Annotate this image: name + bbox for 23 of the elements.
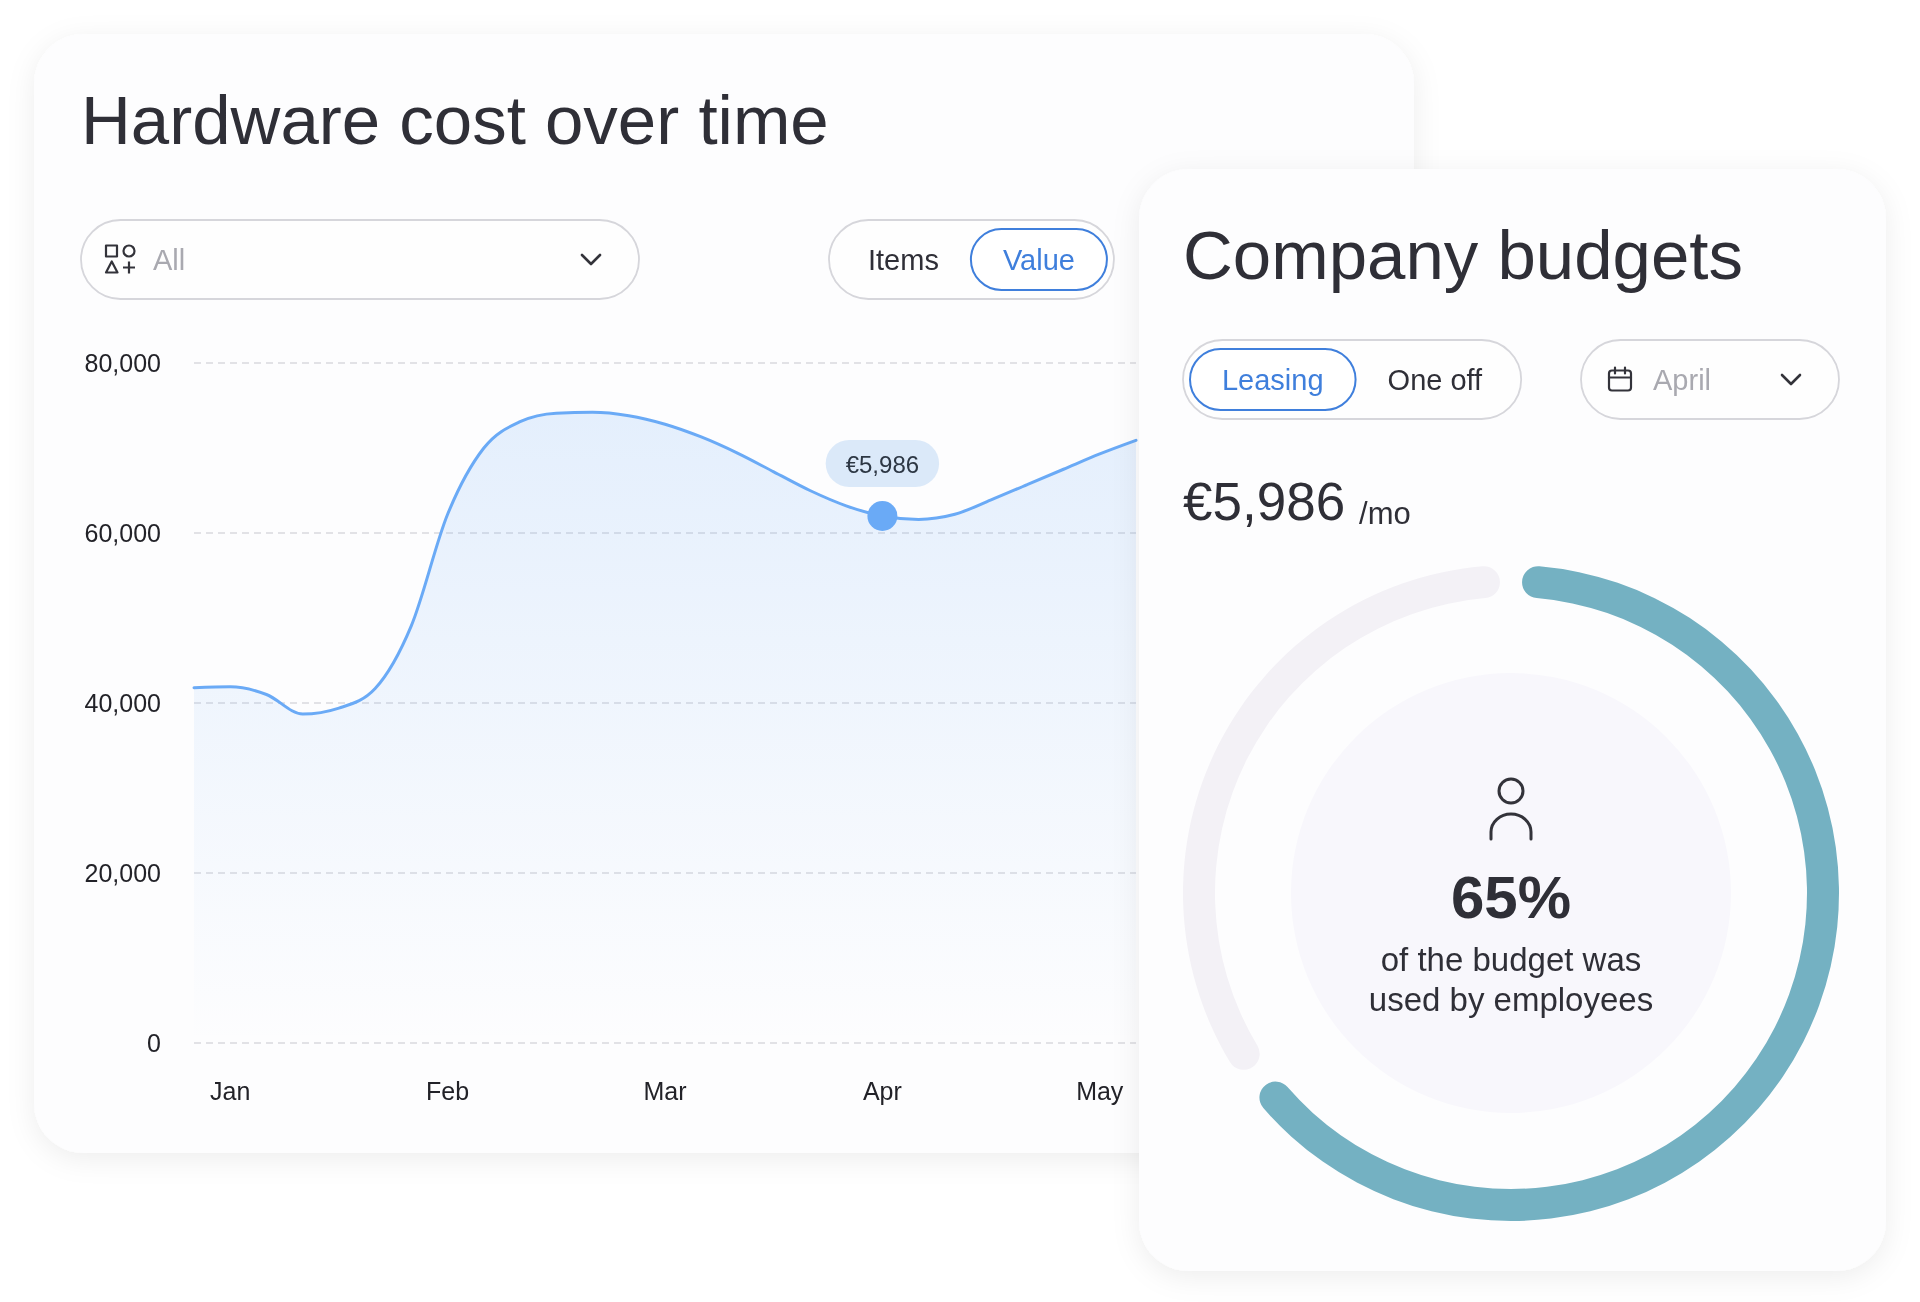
x-tick-label: Jan — [210, 1077, 251, 1105]
annotation: €5,986 — [845, 450, 920, 477]
y-tick-label: 80,000 — [84, 349, 161, 377]
x-tick-label: May — [1076, 1077, 1124, 1105]
y-tick-label: 40,000 — [84, 689, 161, 717]
y-tick-label: 60,000 — [84, 519, 161, 547]
x-tick-label: Feb — [426, 1077, 470, 1105]
text: April — [1653, 363, 1712, 396]
text: Items — [868, 243, 939, 276]
y-tick-label: 20,000 — [84, 859, 161, 887]
text: Value — [1002, 243, 1075, 276]
text: €5,986 — [1183, 472, 1346, 531]
text: of the budget was used by employees — [1368, 941, 1654, 1018]
chart-title: Hardware cost over time — [81, 82, 829, 159]
chart-title: Company budgets — [1183, 217, 1744, 294]
x-tick-label: Apr — [862, 1077, 902, 1105]
text: One off — [1387, 363, 1484, 396]
text: 65% — [1450, 864, 1572, 931]
text: Leasing — [1222, 363, 1324, 396]
y-tick-label: 0 — [147, 1029, 161, 1057]
text: All — [153, 243, 186, 276]
text: /mo — [1359, 496, 1411, 531]
x-tick-label: Mar — [643, 1077, 687, 1105]
